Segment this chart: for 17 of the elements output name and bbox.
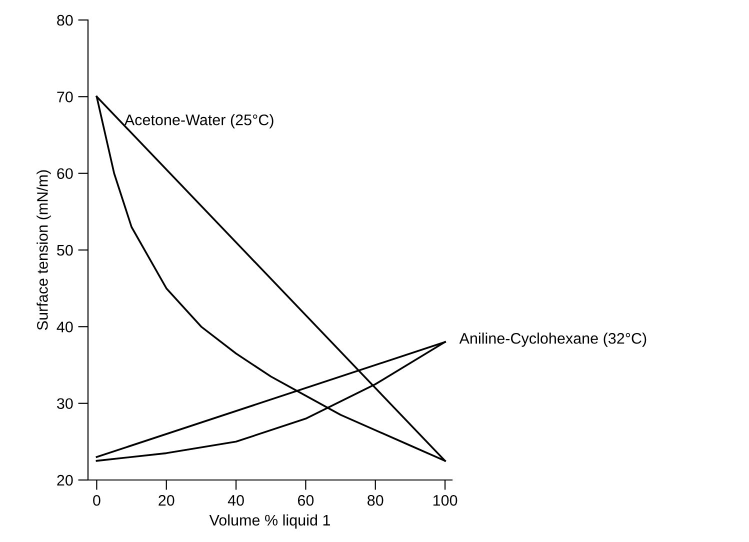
y-tick-label: 20	[57, 474, 73, 486]
x-tick-label: 40	[228, 494, 244, 506]
y-tick-label: 40	[56, 322, 73, 332]
x-tick-label: 20	[158, 494, 174, 506]
y-tick-label: 70	[57, 92, 73, 102]
y-tick-label: 80	[57, 14, 73, 26]
annotation: Acetone-Water (25°C)	[124, 114, 274, 128]
y-tick-label: 60	[57, 168, 73, 180]
x-axis-title: Volume % liquid 1	[209, 514, 330, 529]
x-tick-label: 0	[93, 494, 100, 506]
y-tick-label: 50	[57, 244, 73, 256]
x-tick-label: 100	[433, 494, 458, 506]
x-tick-label: 60	[298, 494, 314, 506]
y-axis-title: Surface tension (mN/m)	[36, 170, 51, 330]
y-tick-label: 30	[57, 398, 73, 410]
text: Aniline-Cyclohexane (32°C)	[459, 332, 646, 347]
x-tick-label: 80	[368, 494, 384, 506]
